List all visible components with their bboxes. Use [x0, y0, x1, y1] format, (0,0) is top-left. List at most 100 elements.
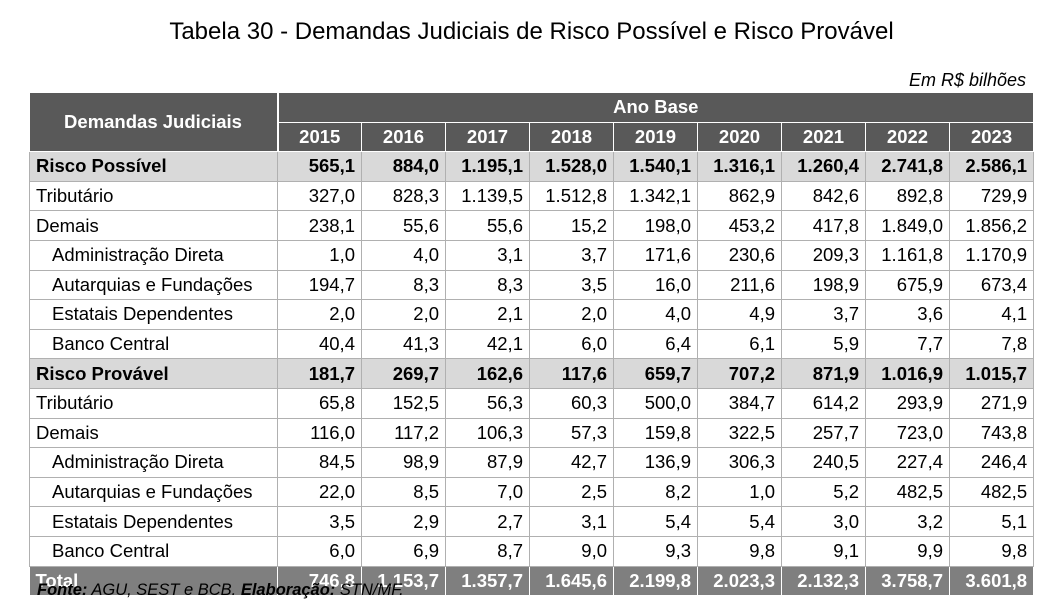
value-cell: 9,1: [781, 536, 866, 567]
value-cell: 3,5: [529, 270, 614, 301]
value-cell: 162,6: [445, 358, 530, 389]
table-title: Tabela 30 - Demandas Judiciais de Risco …: [169, 18, 894, 45]
value-cell: 5,4: [697, 506, 782, 537]
value-cell: 198,0: [613, 210, 698, 241]
value-cell: 42,7: [529, 447, 614, 478]
row-label: Demais: [29, 210, 278, 241]
value-cell: 871,9: [781, 358, 866, 389]
value-cell: 117,6: [529, 358, 614, 389]
value-cell: 227,4: [865, 447, 950, 478]
value-cell: 5,2: [781, 477, 866, 508]
value-cell: 2,7: [445, 506, 530, 537]
value-cell: 1.015,7: [949, 358, 1035, 389]
value-cell: 3,0: [781, 506, 866, 537]
year-header: 2022: [865, 122, 950, 153]
value-cell: 2,0: [277, 299, 362, 330]
value-cell: 2.023,3: [697, 566, 782, 596]
value-cell: 2.586,1: [949, 151, 1035, 182]
value-cell: 1.139,5: [445, 181, 530, 212]
value-cell: 4,0: [613, 299, 698, 330]
value-cell: 565,1: [277, 151, 362, 182]
value-cell: 1,0: [277, 240, 362, 271]
table-row: Tributário 65,8 152,5 56,3 60,3 500,0 384,7 614…: [29, 388, 1035, 419]
source-label: Fonte:: [37, 581, 88, 599]
value-cell: 8,3: [361, 270, 446, 301]
value-cell: 106,3: [445, 418, 530, 449]
value-cell: 884,0: [361, 151, 446, 182]
row-label: Total: [29, 566, 278, 596]
value-cell: 1.170,9: [949, 240, 1035, 271]
value-cell: 5,9: [781, 329, 866, 360]
row-label: Administração Direta: [29, 447, 278, 478]
value-cell: 6,1: [697, 329, 782, 360]
table-row: Total 746,8 1.153,7 1.357,7 1.645,6 2.199,8 2.…: [29, 566, 1035, 596]
value-cell: 2,0: [529, 299, 614, 330]
value-cell: 9,8: [949, 536, 1035, 567]
value-cell: 7,8: [949, 329, 1035, 360]
value-cell: 1.153,7: [361, 566, 446, 596]
value-cell: 22,0: [277, 477, 362, 508]
row-header: Demandas Judiciais: [29, 93, 279, 153]
value-cell: 1.260,4: [781, 151, 866, 182]
value-cell: 2,5: [529, 477, 614, 508]
year-header: 2019: [613, 122, 698, 153]
value-cell: 9,8: [697, 536, 782, 567]
value-cell: 417,8: [781, 210, 866, 241]
value-cell: 6,0: [529, 329, 614, 360]
value-cell: 729,9: [949, 181, 1035, 212]
value-cell: 3,7: [781, 299, 866, 330]
value-cell: 2,0: [361, 299, 446, 330]
value-cell: 862,9: [697, 181, 782, 212]
year-header: 2023: [949, 122, 1035, 153]
value-cell: 230,6: [697, 240, 782, 271]
value-cell: 1.856,2: [949, 210, 1035, 241]
value-cell: 60,3: [529, 388, 614, 419]
value-cell: 1.357,7: [445, 566, 530, 596]
value-cell: 6,4: [613, 329, 698, 360]
source-note: Fonte: AGU, SEST e BCB. Elaboração: STN/…: [37, 581, 404, 600]
year-header: 2020: [697, 122, 782, 153]
row-label: Autarquias e Fundações: [29, 477, 278, 508]
value-cell: 8,5: [361, 477, 446, 508]
judicial-demands-table: Demandas Judiciais Ano Base 2015 2016 20…: [29, 93, 1035, 596]
value-cell: 675,9: [865, 270, 950, 301]
value-cell: 16,0: [613, 270, 698, 301]
value-cell: 271,9: [949, 388, 1035, 419]
value-cell: 55,6: [445, 210, 530, 241]
value-cell: 327,0: [277, 181, 362, 212]
value-cell: 159,8: [613, 418, 698, 449]
value-cell: 198,9: [781, 270, 866, 301]
value-cell: 1.512,8: [529, 181, 614, 212]
value-cell: 4,0: [361, 240, 446, 271]
table-row: Estatais Dependentes 3,5 2,9 2,7 3,1 5,4 5,4 3,…: [29, 506, 1035, 537]
value-cell: 3,5: [277, 506, 362, 537]
row-label: Banco Central: [29, 536, 278, 567]
table-body: Risco Possível 565,1 884,0 1.195,1 1.528,0 1.…: [29, 151, 1035, 596]
row-label: Estatais Dependentes: [29, 506, 278, 537]
table-row: Autarquias e Fundações 22,0 8,5 7,0 2,5 8,2 1,…: [29, 477, 1035, 508]
table-row: Banco Central 40,4 41,3 42,1 6,0 6,4 6,1 5,9 7,7…: [29, 329, 1035, 360]
value-cell: 209,3: [781, 240, 866, 271]
elaboration-label: Elaboração:: [240, 581, 336, 599]
value-cell: 9,3: [613, 536, 698, 567]
value-cell: 293,9: [865, 388, 950, 419]
table-row: Autarquias e Fundações 194,7 8,3 8,3 3,5 16,0…: [29, 270, 1035, 301]
value-cell: 1.161,8: [865, 240, 950, 271]
value-cell: 453,2: [697, 210, 782, 241]
value-cell: 5,4: [613, 506, 698, 537]
table-row: Administração Direta 84,5 98,9 87,9 42,7 136,…: [29, 447, 1035, 478]
value-cell: 171,6: [613, 240, 698, 271]
value-cell: 9,9: [865, 536, 950, 567]
source-text: AGU, SEST e BCB.: [87, 581, 241, 599]
value-cell: 5,1: [949, 506, 1035, 537]
row-label: Tributário: [29, 388, 278, 419]
table-row: Estatais Dependentes 2,0 2,0 2,1 2,0 4,0 4,9 3,…: [29, 299, 1035, 330]
value-cell: 673,4: [949, 270, 1035, 301]
table-row: Banco Central 6,0 6,9 8,7 9,0 9,3 9,8 9,1 9,9 9,8: [29, 536, 1035, 567]
value-cell: 42,1: [445, 329, 530, 360]
elaboration-text: STN/MF.: [335, 581, 404, 599]
value-cell: 98,9: [361, 447, 446, 478]
value-cell: 40,4: [277, 329, 362, 360]
value-cell: 723,0: [865, 418, 950, 449]
table-row: Demais 238,1 55,6 55,6 15,2 198,0 453,2 417,8 1.…: [29, 210, 1035, 241]
